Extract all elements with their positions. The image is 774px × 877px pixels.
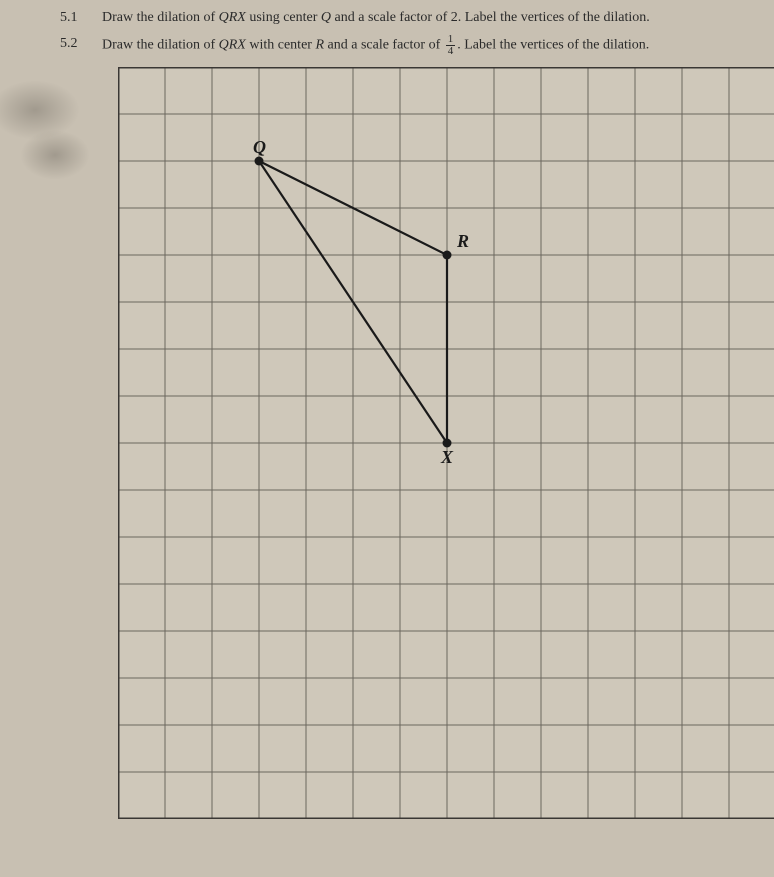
fraction-one-quarter: 14 [446,34,456,57]
coordinate-grid-container: Q R X [118,67,754,819]
vertex-label-x: X [440,447,454,467]
coordinate-grid: Q R X [118,67,774,819]
problem-number: 5.2 [60,34,102,57]
problem-text: Draw the dilation of QRX with center R a… [102,34,754,57]
vertex-label-r: R [456,231,469,251]
vertex-q [255,156,264,165]
problem-5-2: 5.2 Draw the dilation of QRX with center… [60,34,754,57]
vertex-label-q: Q [253,137,266,157]
problem-5-1: 5.1 Draw the dilation of QRX using cente… [60,8,754,28]
problem-number: 5.1 [60,8,102,28]
problem-text: Draw the dilation of QRX using center Q … [102,8,754,28]
vertex-r [443,250,452,259]
